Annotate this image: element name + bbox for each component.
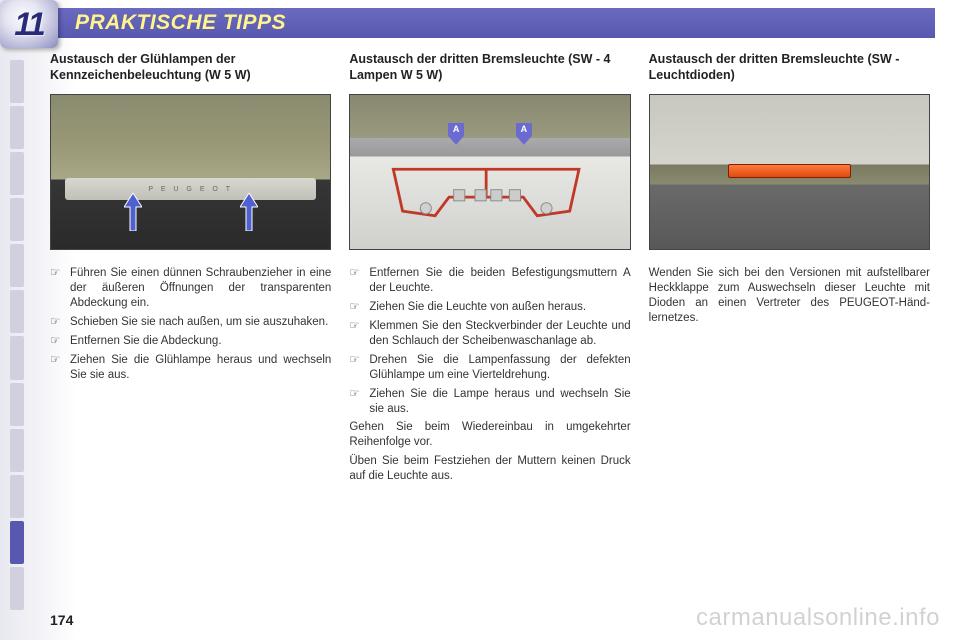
content-area: Austausch der Glühlampen der Kennzeichen… [50, 52, 930, 605]
col2-after-2: Üben Sie beim Festziehen der Muttern kei… [349, 454, 630, 484]
bullet-text: Ziehen Sie die Glühlampe heraus und wech… [70, 353, 331, 383]
pointer-icon: ☞ [50, 266, 70, 311]
bullet-text: Entfernen Sie die beiden Befesti­gungsmu… [369, 266, 630, 296]
col2-after-1: Gehen Sie beim Wiedereinbau in um­gekehr… [349, 420, 630, 450]
bullet-text: Klemmen Sie den Steckverbinder der Leuch… [369, 319, 630, 349]
side-tab [10, 290, 24, 333]
bracket-illustration [384, 160, 588, 225]
side-tab [10, 106, 24, 149]
side-tab [10, 475, 24, 518]
arrow-up-icon [124, 193, 142, 231]
pointer-icon: ☞ [50, 353, 70, 383]
bullet-item: ☞Ziehen Sie die Glühlampe heraus und wec… [50, 353, 331, 383]
bullet-item: ☞Führen Sie einen dünnen Schrauben­ziehe… [50, 266, 331, 311]
side-tab [10, 336, 24, 379]
arrow-up-icon [240, 193, 258, 231]
marker-a-icon: A [448, 123, 464, 145]
bullet-text: Schieben Sie sie nach außen, um sie ausz… [70, 315, 331, 330]
col2-body: ☞Entfernen Sie die beiden Befesti­gungsm… [349, 266, 630, 488]
bullet-item: ☞Drehen Sie die Lampenfassung der defekt… [349, 353, 630, 383]
bullet-item: ☞Entfernen Sie die beiden Befesti­gungsm… [349, 266, 630, 296]
column-1: Austausch der Glühlampen der Kennzeichen… [50, 52, 331, 605]
pointer-icon: ☞ [50, 315, 70, 330]
chapter-badge: 11 [0, 0, 58, 48]
header-title: PRAKTISCHE TIPPS [75, 11, 286, 35]
side-tab [10, 383, 24, 426]
marker-a-icon: A [516, 123, 532, 145]
bullet-text: Entfernen Sie die Abdeckung. [70, 334, 331, 349]
column-2: Austausch der dritten Bremsleuchte (SW -… [349, 52, 630, 605]
side-tabs [10, 60, 24, 610]
side-tab [10, 567, 24, 610]
side-tab [10, 198, 24, 241]
pointer-icon: ☞ [349, 353, 369, 383]
bullet-text: Führen Sie einen dünnen Schrauben­zieher… [70, 266, 331, 311]
side-tab [10, 429, 24, 472]
bullet-item: ☞Ziehen Sie die Leuchte von außen heraus… [349, 300, 630, 315]
illustration-brake-light-led [649, 94, 930, 250]
col1-body: ☞Führen Sie einen dünnen Schrauben­ziehe… [50, 266, 331, 387]
side-tab-active [10, 521, 24, 564]
col3-body: Wenden Sie sich bei den Versionen mit au… [649, 266, 930, 330]
bullet-item: ☞Entfernen Sie die Abdeckung. [50, 334, 331, 349]
col3-title: Austausch der dritten Bremsleuchte (SW -… [649, 52, 930, 84]
col3-text: Wenden Sie sich bei den Versionen mit au… [649, 266, 930, 326]
pointer-icon: ☞ [349, 300, 369, 315]
pointer-icon: ☞ [349, 319, 369, 349]
watermark: carmanualsonline.info [696, 604, 940, 632]
pointer-icon: ☞ [349, 387, 369, 417]
page-number: 174 [50, 612, 73, 628]
bullet-item: ☞Schieben Sie sie nach außen, um sie aus… [50, 315, 331, 330]
illustration-license-plate: P E U G E O T [50, 94, 331, 250]
side-tab [10, 152, 24, 195]
bullet-item: ☞Klemmen Sie den Steckverbinder der Leuc… [349, 319, 630, 349]
manual-page: PRAKTISCHE TIPPS 11 Austausch der Glühla… [0, 0, 960, 640]
side-tab [10, 60, 24, 103]
col1-title: Austausch der Glühlampen der Kennzeichen… [50, 52, 331, 84]
header-bar: PRAKTISCHE TIPPS [0, 8, 935, 38]
pointer-icon: ☞ [349, 266, 369, 296]
bullet-text: Drehen Sie die Lampenfassung der defekte… [369, 353, 630, 383]
led-strip [728, 164, 851, 178]
bullet-text: Ziehen Sie die Lampe heraus und wechseln… [369, 387, 630, 417]
side-tab [10, 244, 24, 287]
bullet-item: ☞Ziehen Sie die Lampe heraus und wechsel… [349, 387, 630, 417]
chapter-number: 11 [14, 6, 43, 43]
bullet-text: Ziehen Sie die Leuchte von außen heraus. [369, 300, 630, 315]
pointer-icon: ☞ [50, 334, 70, 349]
column-3: Austausch der dritten Bremsleuchte (SW -… [649, 52, 930, 605]
plate-strip: P E U G E O T [65, 178, 316, 200]
col2-title: Austausch der dritten Bremsleuchte (SW -… [349, 52, 630, 84]
illustration-brake-light-bulbs: A A [349, 94, 630, 250]
